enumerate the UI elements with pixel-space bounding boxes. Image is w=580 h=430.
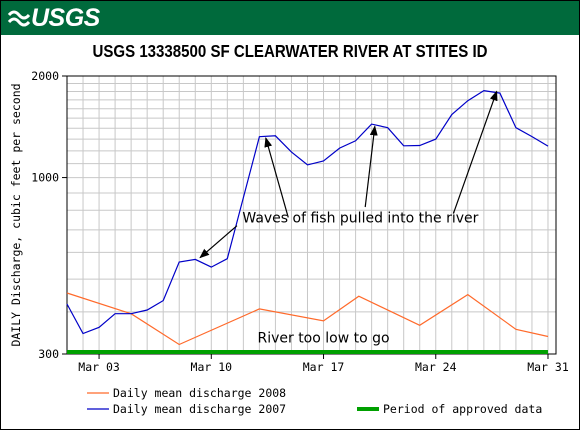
usgs-banner: USGS [1,1,579,35]
grid [66,76,556,354]
legend: Daily mean discharge 2008 Daily mean disc… [87,386,542,416]
legend-label: Daily mean discharge 2007 [113,402,286,416]
y-tick-label: 1000 [31,171,59,185]
annotations: Waves of fish pulled into the river River… [199,90,498,347]
annotation-river-low: River too low to go [257,331,389,347]
legend-label: Period of approved data [383,402,542,416]
series-line-2007 [66,89,549,335]
y-axis-label: DAILY Discharge, cubic feet per second [9,83,23,346]
series-line-2008 [66,292,549,346]
usgs-logo: USGS [7,5,100,31]
x-tick-label: Mar 24 [415,360,457,374]
usgs-logo-text: USGS [31,4,100,32]
x-tick-label: Mar 03 [78,360,120,374]
series [66,89,549,355]
axes: Mar 03 Mar 10 Mar 17 Mar 24 Mar 31 300 1000 200… [9,69,569,374]
annotation-fish-waves: Waves of fish pulled into the river [242,211,478,227]
legend-label: Daily mean discharge 2008 [113,386,286,400]
usgs-wave-icon [7,10,31,27]
annotation-arrow [264,137,289,218]
x-tick-label: Mar 31 [527,360,569,374]
annotation-arrow [364,125,378,208]
x-tick-label: Mar 10 [191,360,233,374]
x-tick-label: Mar 17 [303,360,345,374]
annotation-arrow [452,90,498,214]
y-tick-label: 300 [38,347,59,361]
y-tick-label: 2000 [31,69,59,83]
annotation-arrow [199,225,238,259]
chart-title: USGS 13338500 SF CLEARWATER RIVER AT STI… [92,41,488,61]
